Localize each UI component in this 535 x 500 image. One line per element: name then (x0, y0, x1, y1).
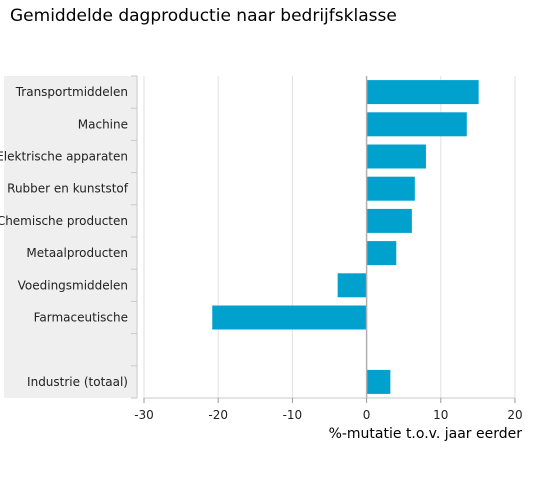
category-labels: Transportmiddelen Machine Elektrische appa… (0, 75, 137, 399)
bar (366, 241, 397, 266)
category-label-panel (4, 76, 137, 398)
category-label: Metaalproducten (26, 246, 128, 260)
category-label: Elektrische apparaten (0, 150, 128, 164)
category-label: Farmaceutische (34, 311, 128, 325)
bar (366, 176, 415, 201)
x-tick-label: 0 (363, 408, 371, 422)
category-label: Machine (78, 117, 128, 131)
x-tick-label: 20 (507, 408, 522, 422)
chart-title: Gemiddelde dagproductie naar bedrijfskla… (10, 6, 397, 26)
x-tick-label: -10 (283, 408, 303, 422)
bar (337, 273, 367, 298)
bar (366, 208, 412, 233)
bar (366, 369, 391, 394)
category-label: Voedingsmiddelen (18, 278, 128, 292)
x-tick-label: 10 (433, 408, 448, 422)
x-tick-label: -30 (134, 408, 154, 422)
category-label: Transportmiddelen (15, 85, 128, 99)
x-tick-label: -20 (208, 408, 228, 422)
category-label: Chemische producten (0, 214, 128, 228)
bar (366, 112, 467, 137)
category-label: Rubber en kunststof (7, 182, 129, 196)
x-axis-title: %-mutatie t.o.v. jaar eerder (329, 426, 523, 442)
bars (212, 80, 479, 394)
bar (366, 144, 426, 169)
category-label: Industrie (totaal) (27, 375, 128, 389)
bar (366, 80, 479, 105)
x-axis: -30 -20 -10 0 10 20 (134, 397, 523, 422)
bar (212, 305, 367, 330)
